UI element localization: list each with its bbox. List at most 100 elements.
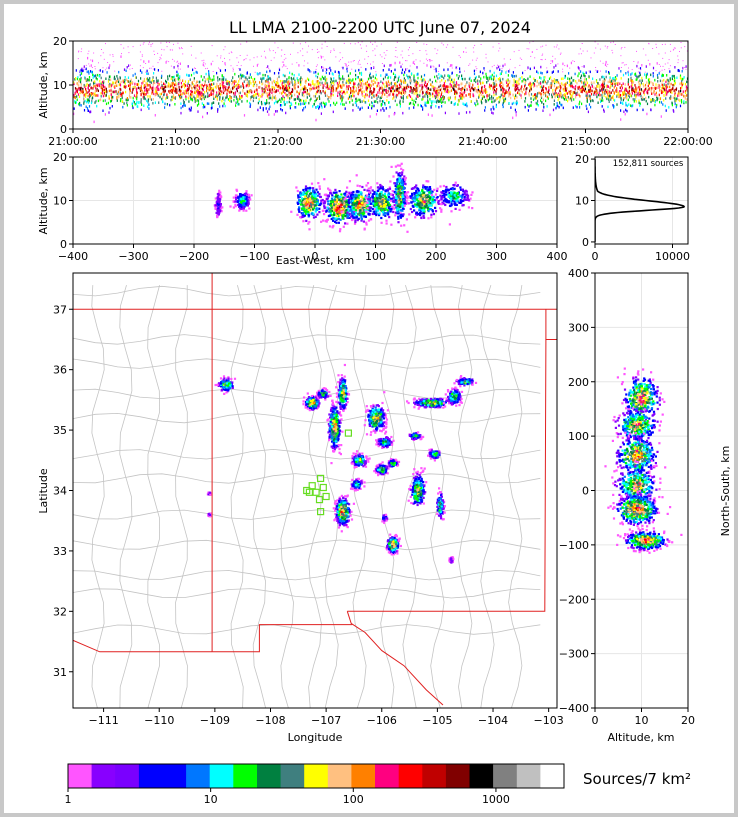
source-mark	[234, 194, 238, 197]
source-mark	[494, 99, 496, 102]
source-mark	[669, 96, 671, 100]
source-mark	[670, 50, 672, 52]
source-mark	[214, 85, 216, 89]
source-mark	[356, 76, 358, 79]
source-mark	[361, 86, 364, 89]
source-mark	[145, 81, 147, 85]
source-mark	[338, 190, 341, 193]
source-mark	[170, 98, 172, 102]
source-mark	[636, 50, 637, 52]
source-mark	[473, 72, 476, 76]
source-mark	[322, 90, 324, 93]
source-mark	[184, 85, 186, 89]
source-mark	[637, 86, 639, 90]
source-mark	[182, 105, 184, 108]
source-mark	[88, 90, 90, 94]
source-mark	[478, 96, 480, 99]
source-mark	[344, 63, 346, 65]
source-mark	[208, 74, 210, 77]
source-mark	[238, 204, 241, 207]
source-mark	[97, 99, 99, 103]
source-mark	[232, 76, 234, 79]
source-mark	[366, 83, 368, 87]
source-mark	[197, 93, 199, 96]
source-mark	[402, 95, 404, 98]
source-mark	[616, 103, 618, 106]
source-mark	[635, 100, 637, 103]
source-mark	[677, 92, 679, 96]
source-mark	[129, 83, 131, 86]
source-mark	[282, 73, 284, 77]
source-mark	[166, 103, 168, 106]
source-mark	[149, 80, 151, 84]
source-mark	[536, 84, 538, 88]
source-mark	[269, 69, 271, 73]
source-mark	[555, 106, 557, 110]
source-mark	[529, 104, 531, 107]
source-mark	[543, 76, 545, 79]
source-mark	[128, 64, 130, 67]
source-mark	[607, 94, 609, 98]
source-mark	[524, 83, 526, 87]
source-mark	[674, 47, 676, 49]
source-mark	[289, 92, 291, 95]
source-mark	[350, 91, 352, 95]
source-mark	[316, 90, 318, 94]
source-mark	[232, 70, 234, 72]
source-mark	[579, 95, 581, 98]
source-mark	[409, 78, 411, 82]
source-mark	[447, 68, 449, 71]
source-mark	[481, 97, 483, 100]
source-mark	[530, 85, 532, 88]
source-mark	[194, 67, 195, 69]
source-mark	[352, 109, 354, 112]
source-mark	[146, 99, 148, 103]
source-mark	[507, 82, 509, 86]
source-mark	[649, 87, 651, 90]
source-mark	[294, 87, 296, 90]
source-mark	[258, 86, 260, 89]
source-mark	[506, 91, 508, 94]
source-mark	[596, 70, 599, 73]
source-mark	[556, 105, 558, 108]
source-mark	[154, 93, 156, 97]
source-mark	[540, 82, 542, 85]
source-mark	[219, 195, 222, 198]
source-mark	[472, 59, 474, 61]
source-mark	[490, 108, 492, 111]
source-mark	[516, 84, 518, 88]
source-mark	[622, 102, 624, 105]
source-mark	[248, 91, 250, 94]
source-mark	[484, 88, 486, 91]
source-mark	[130, 96, 132, 99]
source-mark	[94, 68, 96, 70]
source-mark	[390, 64, 392, 65]
source-mark	[223, 49, 225, 51]
source-mark	[126, 85, 128, 88]
source-mark	[165, 85, 167, 89]
source-mark	[314, 87, 316, 90]
source-mark	[586, 96, 588, 100]
source-mark	[536, 80, 538, 84]
source-mark	[496, 88, 498, 91]
source-mark	[355, 73, 357, 77]
source-mark	[346, 67, 348, 71]
source-mark	[645, 76, 647, 79]
source-mark	[404, 79, 406, 82]
source-mark	[592, 77, 594, 80]
source-mark	[99, 98, 101, 102]
source-mark	[507, 84, 509, 87]
source-mark	[479, 80, 481, 83]
ew-height-sources	[213, 162, 474, 233]
source-mark	[630, 73, 632, 76]
source-mark	[382, 91, 384, 94]
source-mark	[330, 51, 331, 53]
source-mark	[166, 93, 168, 96]
source-mark	[492, 88, 494, 91]
source-mark	[149, 97, 151, 100]
source-mark	[654, 100, 656, 104]
source-mark	[449, 85, 451, 89]
source-mark	[173, 66, 175, 69]
source-mark	[284, 88, 286, 91]
source-mark	[257, 101, 259, 105]
